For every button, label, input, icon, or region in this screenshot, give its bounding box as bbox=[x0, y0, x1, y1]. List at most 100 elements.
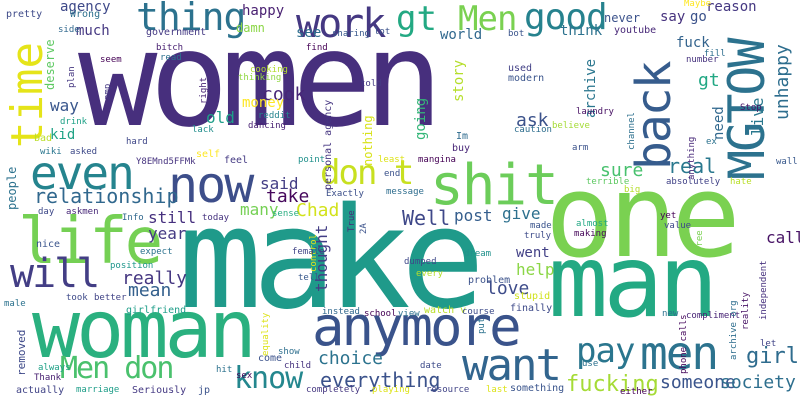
word: Wrong bbox=[70, 9, 101, 20]
word: sex bbox=[236, 371, 253, 381]
word: gt bbox=[698, 70, 720, 91]
word: think bbox=[560, 23, 603, 39]
word: let bbox=[760, 339, 777, 349]
word: happy bbox=[242, 3, 285, 19]
word: story bbox=[451, 59, 467, 102]
word: date bbox=[420, 361, 442, 371]
word: cook bbox=[262, 84, 306, 105]
word: instead bbox=[322, 307, 360, 317]
word: fuck bbox=[676, 35, 710, 51]
word: girlfriend bbox=[126, 305, 187, 316]
word: bot bbox=[508, 29, 525, 39]
word: give bbox=[502, 204, 541, 223]
word: government bbox=[146, 27, 207, 38]
word: stupid bbox=[514, 291, 551, 302]
word: life bbox=[18, 205, 163, 279]
word: completely bbox=[306, 385, 361, 395]
word: call bbox=[766, 228, 800, 247]
word: Seriously bbox=[132, 385, 187, 396]
word: sense bbox=[272, 209, 300, 219]
word: big bbox=[624, 185, 641, 195]
word: child bbox=[284, 361, 312, 371]
word: seem bbox=[100, 55, 122, 65]
word: Men bbox=[458, 0, 517, 39]
word: laundry bbox=[576, 107, 614, 117]
word: man bbox=[548, 223, 719, 340]
word: message bbox=[386, 187, 424, 197]
word: never bbox=[604, 11, 641, 25]
word: need bbox=[711, 106, 727, 140]
word: use bbox=[582, 359, 599, 369]
word: relationship bbox=[34, 184, 179, 208]
word: show bbox=[278, 347, 300, 357]
word: ask bbox=[516, 110, 549, 131]
word: old bbox=[206, 108, 235, 127]
word: told bbox=[360, 79, 382, 89]
word: went bbox=[516, 245, 550, 261]
word: sure bbox=[600, 160, 644, 181]
word: lot bbox=[374, 27, 391, 37]
word: dream bbox=[464, 249, 492, 259]
word: truly bbox=[524, 231, 552, 241]
word: tell bbox=[298, 273, 320, 283]
word: say bbox=[660, 9, 686, 25]
word: making bbox=[574, 229, 607, 239]
word: resource bbox=[426, 385, 470, 395]
word: ex bbox=[706, 137, 717, 147]
word: end bbox=[384, 169, 401, 179]
word: Exactly bbox=[326, 189, 364, 199]
word: hard bbox=[126, 137, 148, 147]
word: women bbox=[78, 3, 443, 157]
word: new bbox=[662, 309, 679, 319]
word: thing bbox=[136, 0, 246, 39]
word: much bbox=[76, 23, 110, 39]
word: arm bbox=[572, 143, 589, 153]
word: gt bbox=[396, 0, 437, 39]
word: go bbox=[690, 9, 707, 25]
word: know bbox=[234, 361, 303, 396]
word: amp bbox=[103, 83, 113, 100]
word: woman bbox=[32, 283, 257, 376]
word: watch v bbox=[424, 305, 467, 316]
word: damn bbox=[236, 21, 265, 35]
word: world bbox=[440, 27, 483, 43]
word: phone calls bbox=[679, 314, 689, 374]
word: put bbox=[477, 317, 487, 334]
word: good bbox=[524, 0, 608, 38]
word: anything bbox=[687, 136, 697, 180]
word: everything bbox=[320, 368, 441, 392]
word: love bbox=[486, 278, 530, 299]
word: agency bbox=[60, 0, 111, 15]
word: buy bbox=[452, 143, 471, 154]
word: Maybe bbox=[684, 0, 712, 9]
word: Stop bbox=[740, 103, 762, 113]
word: pay bbox=[576, 331, 635, 371]
word: money bbox=[242, 95, 285, 111]
word: Y8EMnd5FFMk bbox=[136, 157, 196, 167]
word: real bbox=[668, 154, 717, 178]
word: finally bbox=[510, 303, 553, 314]
word: really bbox=[122, 268, 188, 289]
word: better bbox=[94, 293, 127, 303]
word: come bbox=[258, 353, 283, 364]
word: equality bbox=[261, 312, 271, 356]
word: right bbox=[199, 76, 209, 104]
word: something bbox=[510, 383, 565, 394]
word: year bbox=[148, 224, 187, 243]
word: Thank bbox=[34, 373, 62, 383]
word: make bbox=[178, 178, 485, 341]
word: fill bbox=[704, 49, 726, 59]
word: Chad bbox=[296, 200, 340, 221]
word: one bbox=[545, 150, 741, 284]
word: kid bbox=[50, 127, 76, 143]
word: youtube bbox=[614, 25, 657, 36]
word: feel bbox=[224, 155, 249, 166]
word: girl bbox=[746, 344, 799, 369]
word: nothing bbox=[361, 115, 375, 166]
word: men bbox=[640, 326, 719, 380]
word: pretty bbox=[6, 9, 43, 20]
word: will bbox=[10, 251, 100, 297]
word: course bbox=[462, 307, 495, 317]
word: point bbox=[298, 155, 326, 165]
